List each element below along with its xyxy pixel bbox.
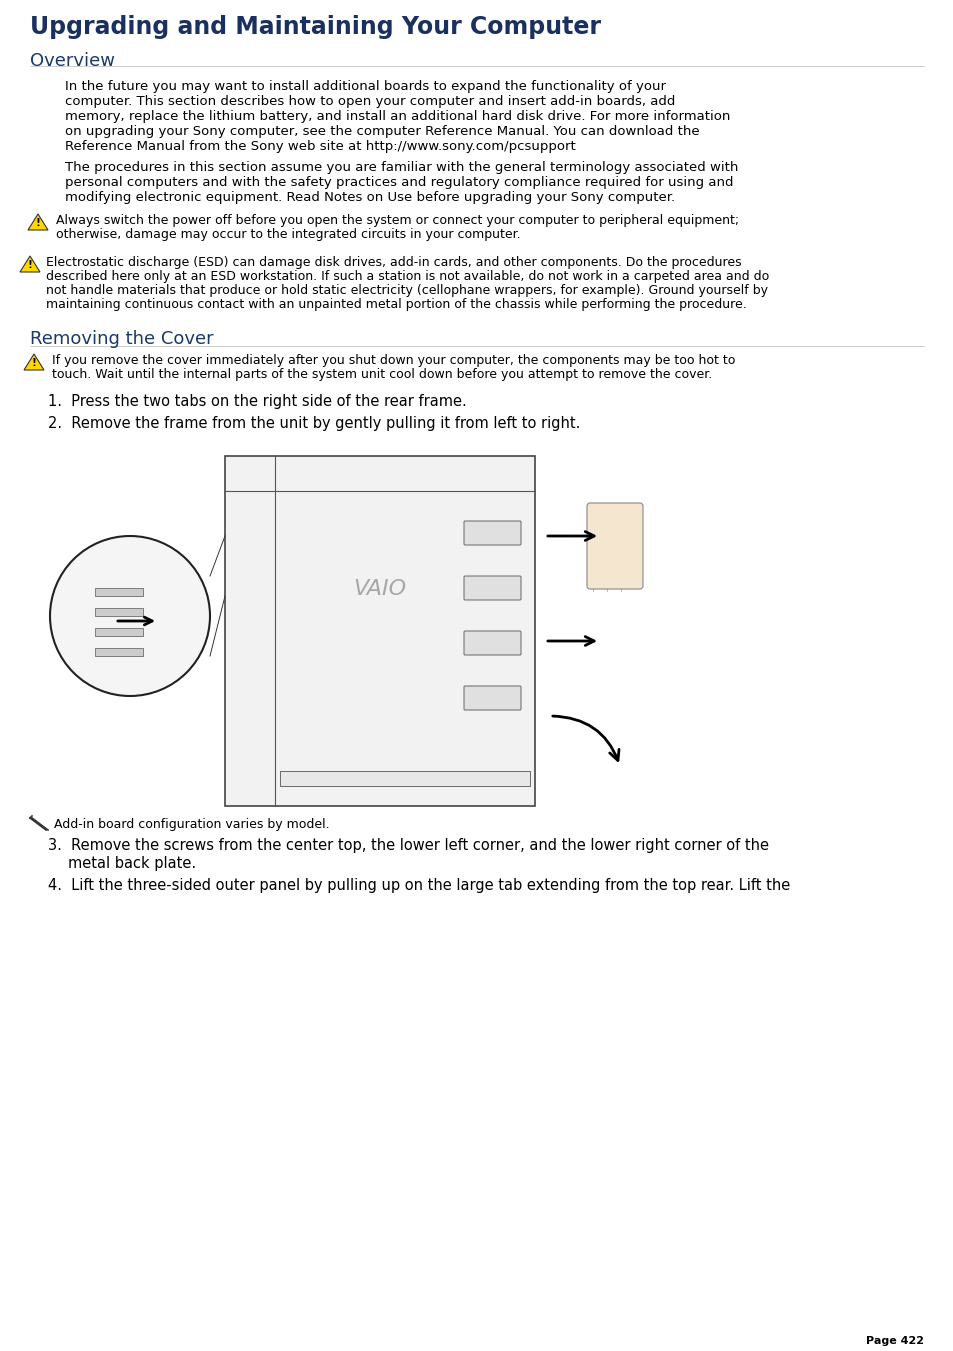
Polygon shape <box>28 213 48 230</box>
Bar <box>95 588 143 596</box>
Text: modifying electronic equipment. Read Notes on Use before upgrading your Sony com: modifying electronic equipment. Read Not… <box>65 190 675 204</box>
Text: The procedures in this section assume you are familiar with the general terminol: The procedures in this section assume yo… <box>65 161 738 174</box>
Bar <box>225 457 535 807</box>
FancyArrowPatch shape <box>117 617 152 626</box>
Text: !: ! <box>35 219 40 228</box>
Text: !: ! <box>31 358 36 369</box>
Bar <box>280 771 530 786</box>
Text: computer. This section describes how to open your computer and insert add-in boa: computer. This section describes how to … <box>65 95 675 108</box>
Text: Add-in board configuration varies by model.: Add-in board configuration varies by mod… <box>54 817 330 831</box>
Text: Overview: Overview <box>30 51 115 70</box>
Text: If you remove the cover immediately after you shut down your computer, the compo: If you remove the cover immediately afte… <box>52 354 735 367</box>
Text: 3.  Remove the screws from the center top, the lower left corner, and the lower : 3. Remove the screws from the center top… <box>48 838 768 852</box>
FancyBboxPatch shape <box>463 521 520 544</box>
Bar <box>95 608 143 616</box>
Text: Page 422: Page 422 <box>865 1336 923 1346</box>
FancyBboxPatch shape <box>463 631 520 655</box>
Text: otherwise, damage may occur to the integrated circuits in your computer.: otherwise, damage may occur to the integ… <box>56 228 520 240</box>
Text: not handle materials that produce or hold static electricity (cellophane wrapper: not handle materials that produce or hol… <box>46 284 767 297</box>
Text: Reference Manual from the Sony web site at http://www.sony.com/pcsupport: Reference Manual from the Sony web site … <box>65 141 576 153</box>
Text: personal computers and with the safety practices and regulatory compliance requi: personal computers and with the safety p… <box>65 176 733 189</box>
Text: !: ! <box>28 261 32 270</box>
FancyBboxPatch shape <box>586 503 642 589</box>
Text: Always switch the power off before you open the system or connect your computer : Always switch the power off before you o… <box>56 213 739 227</box>
Text: 1.  Press the two tabs on the right side of the rear frame.: 1. Press the two tabs on the right side … <box>48 394 466 409</box>
FancyArrowPatch shape <box>547 636 594 646</box>
Text: metal back plate.: metal back plate. <box>68 857 196 871</box>
Text: VAIO: VAIO <box>353 580 406 598</box>
Text: Electrostatic discharge (ESD) can damage disk drives, add-in cards, and other co: Electrostatic discharge (ESD) can damage… <box>46 255 740 269</box>
Text: maintaining continuous contact with an unpainted metal portion of the chassis wh: maintaining continuous contact with an u… <box>46 299 746 311</box>
Text: 4.  Lift the three-sided outer panel by pulling up on the large tab extending fr: 4. Lift the three-sided outer panel by p… <box>48 878 789 893</box>
Text: In the future you may want to install additional boards to expand the functional: In the future you may want to install ad… <box>65 80 665 93</box>
Text: touch. Wait until the internal parts of the system unit cool down before you att: touch. Wait until the internal parts of … <box>52 367 712 381</box>
FancyBboxPatch shape <box>463 576 520 600</box>
FancyArrowPatch shape <box>552 716 618 761</box>
Circle shape <box>50 536 210 696</box>
Text: 2.  Remove the frame from the unit by gently pulling it from left to right.: 2. Remove the frame from the unit by gen… <box>48 416 579 431</box>
Text: described here only at an ESD workstation. If such a station is not available, d: described here only at an ESD workstatio… <box>46 270 768 282</box>
Bar <box>95 628 143 636</box>
Text: memory, replace the lithium battery, and install an additional hard disk drive. : memory, replace the lithium battery, and… <box>65 109 730 123</box>
Text: on upgrading your Sony computer, see the computer Reference Manual. You can down: on upgrading your Sony computer, see the… <box>65 126 699 138</box>
Text: Upgrading and Maintaining Your Computer: Upgrading and Maintaining Your Computer <box>30 15 600 39</box>
Polygon shape <box>24 354 44 370</box>
Text: Removing the Cover: Removing the Cover <box>30 330 213 349</box>
FancyArrowPatch shape <box>547 531 594 540</box>
Bar <box>95 648 143 657</box>
Polygon shape <box>20 255 40 272</box>
FancyBboxPatch shape <box>463 686 520 711</box>
